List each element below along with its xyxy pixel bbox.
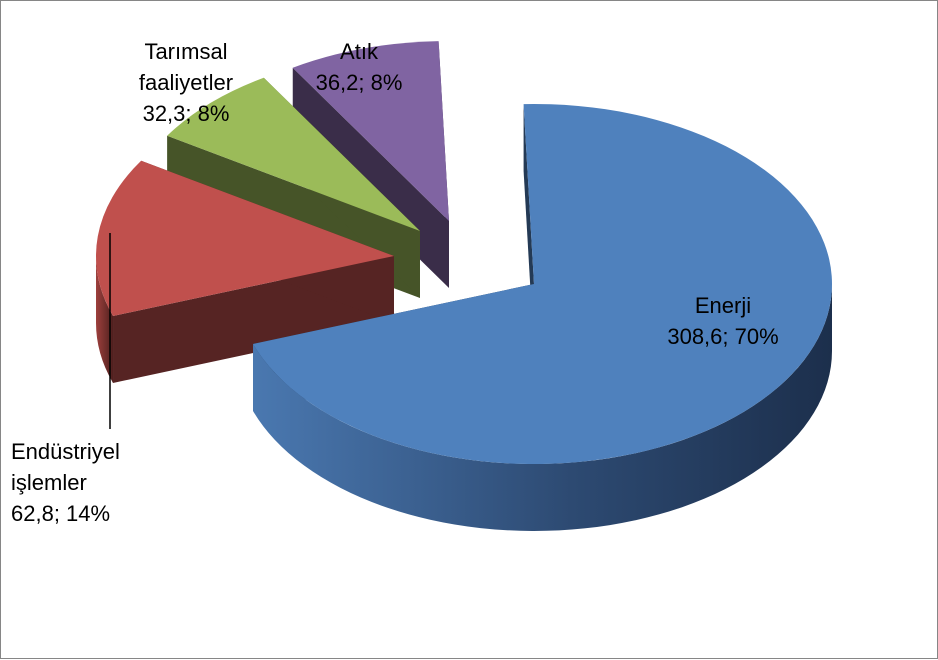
slice-data-label: Enerji 308,6; 70% <box>667 293 778 349</box>
slice-label-line: faaliyetler <box>139 70 233 95</box>
slice-group <box>253 104 833 531</box>
slice-data-label: Endüstriyel işlemler 62,8; 14% <box>11 439 120 526</box>
slice-label-line: 32,3; 8% <box>143 101 230 126</box>
slice-data-label: Tarımsal faaliyetler 32,3; 8% <box>139 39 233 126</box>
slice-group <box>96 160 394 383</box>
slice-label-line: Atık <box>340 39 379 64</box>
slice-label-line: 36,2; 8% <box>316 70 403 95</box>
slice-outer-wall <box>96 256 114 383</box>
pie-slice <box>96 160 394 316</box>
slice-data-label: Atık 36,2; 8% <box>316 39 403 95</box>
slice-label-line: Tarımsal <box>144 39 227 64</box>
pie-slice <box>253 104 833 465</box>
slice-label-line: 308,6; 70% <box>667 324 778 349</box>
slice-label-line: Endüstriyel <box>11 439 120 464</box>
pie-slice <box>167 77 420 231</box>
slice-label-line: 62,8; 14% <box>11 501 110 526</box>
slice-label-line: Enerji <box>695 293 751 318</box>
slice-outer-wall <box>253 284 832 531</box>
pie-slice <box>292 41 449 221</box>
slice-label-line: işlemler <box>11 470 87 495</box>
